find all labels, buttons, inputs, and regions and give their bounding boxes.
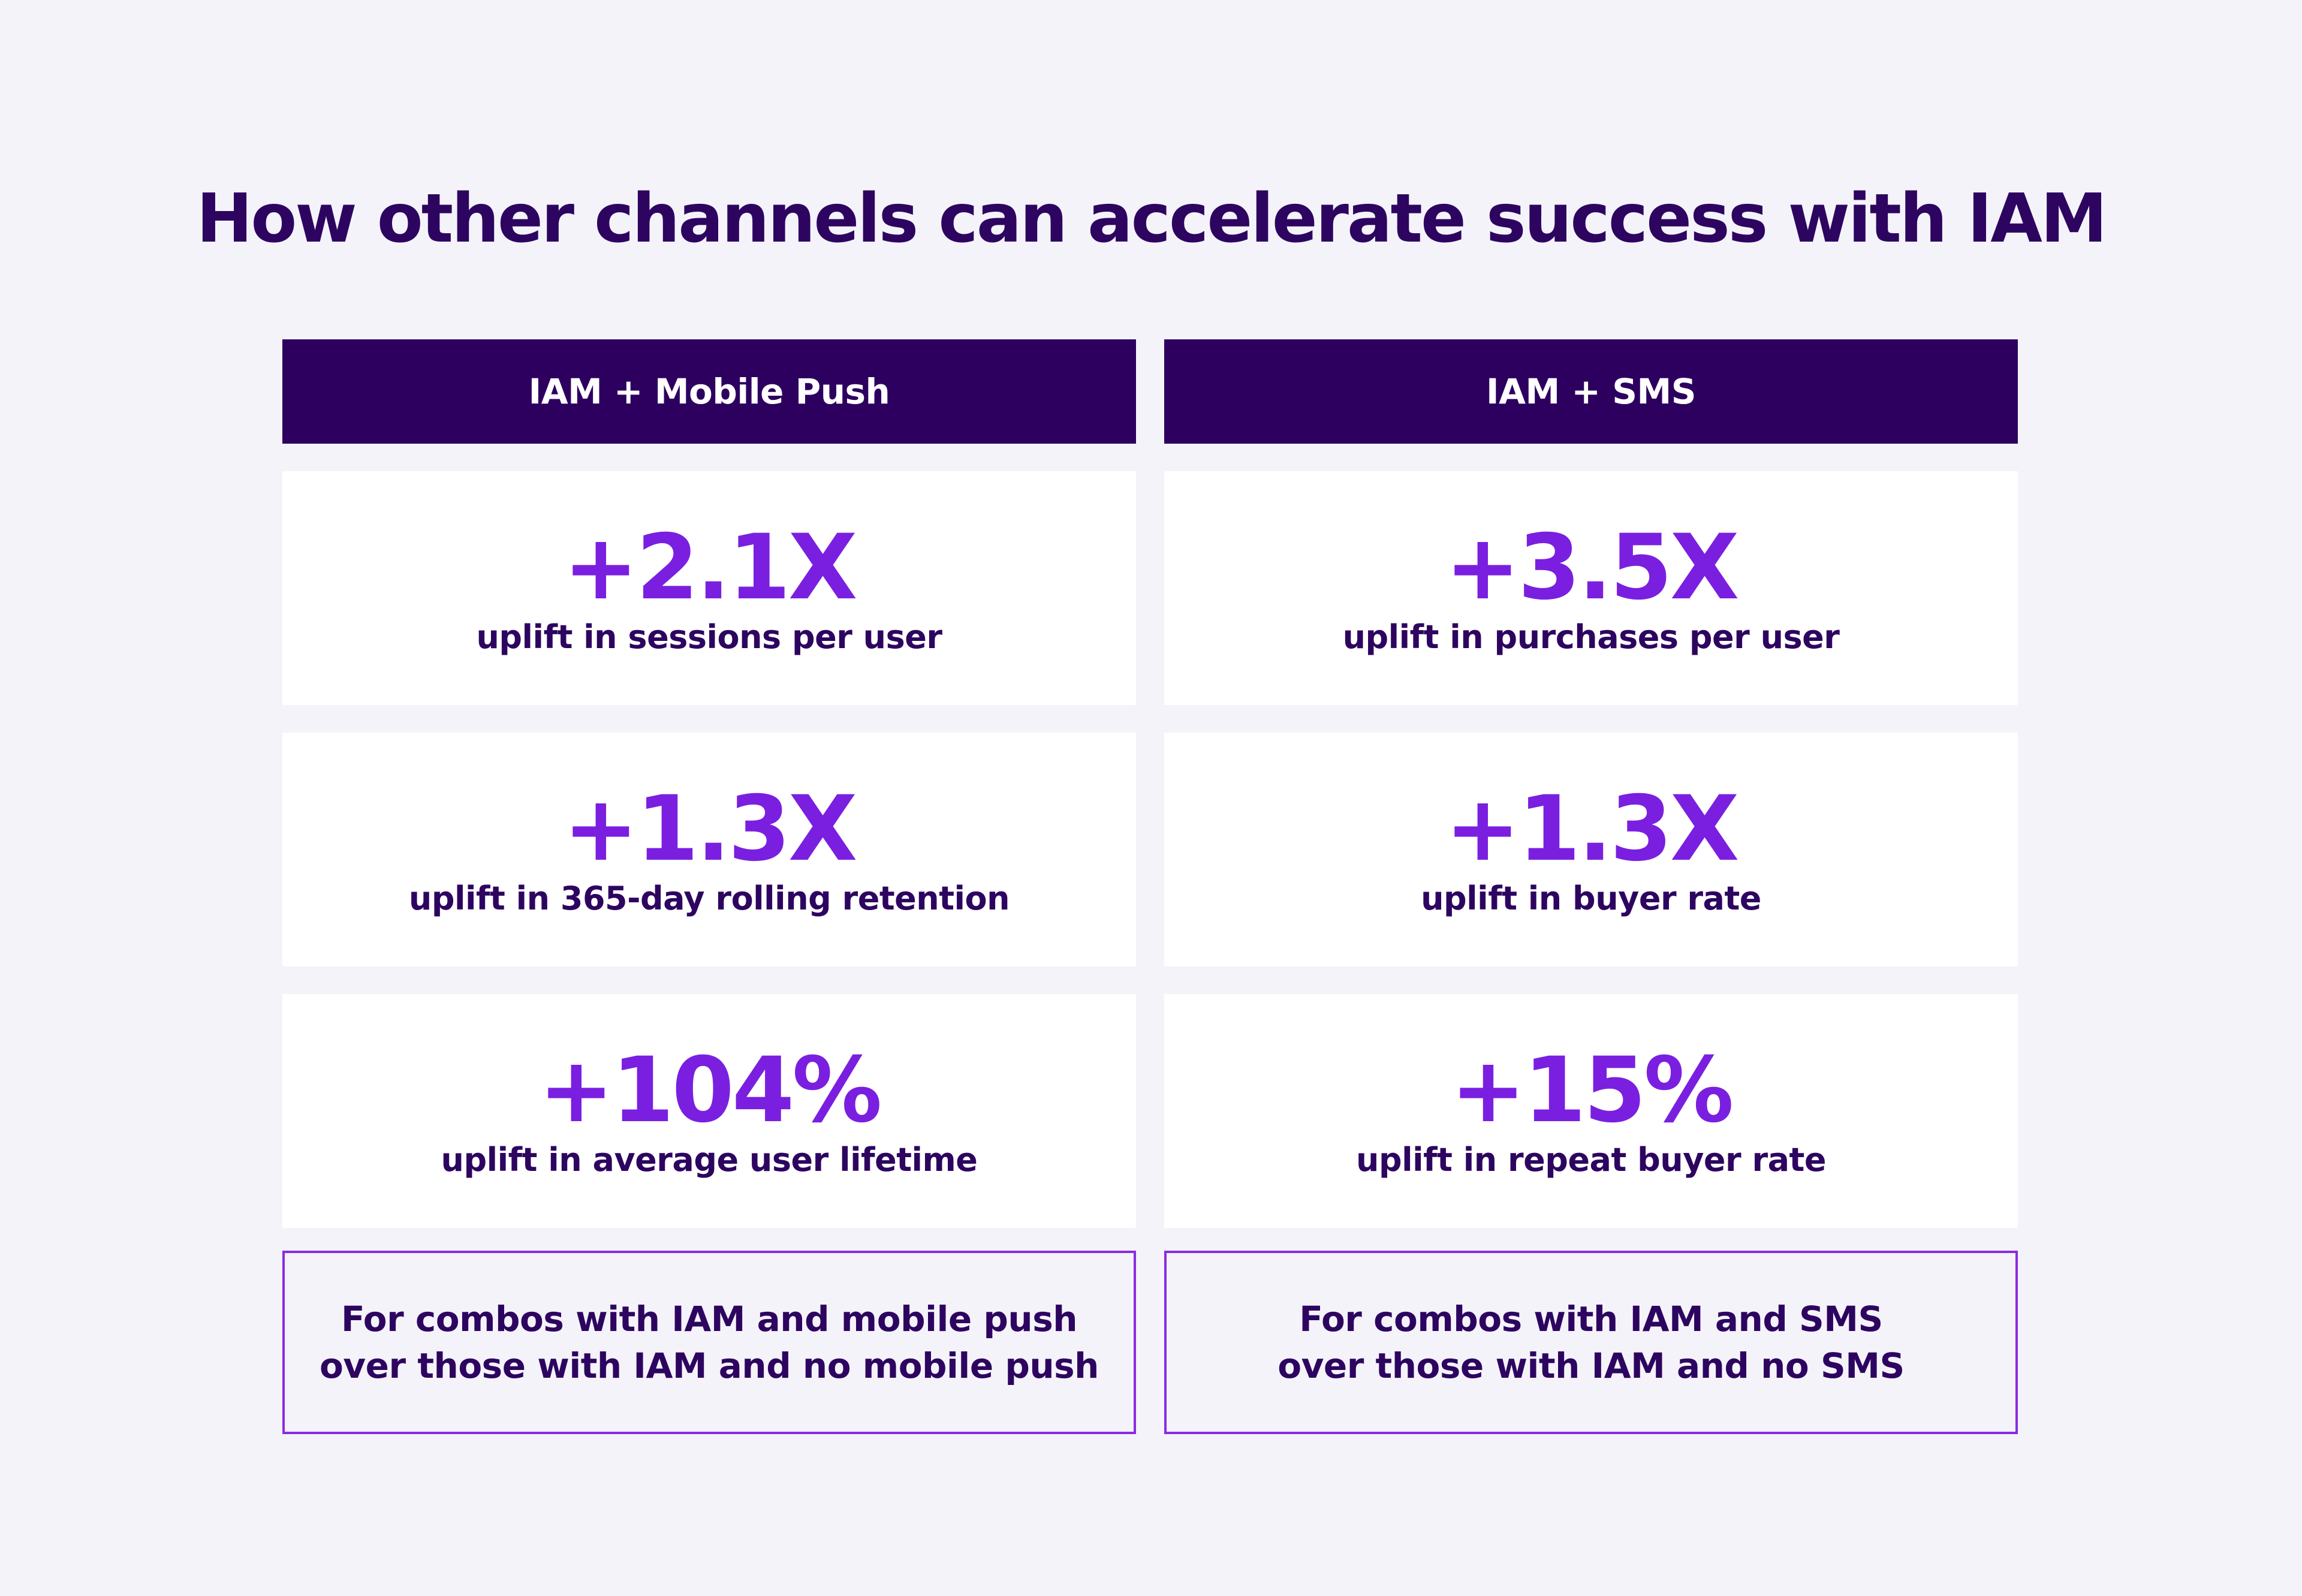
stat-value: +1.3X	[563, 781, 855, 877]
stat-card-lifetime: +104% uplift in average user lifetime	[282, 994, 1136, 1228]
stat-card-buyer-rate: +1.3X uplift in buyer rate	[1164, 733, 2018, 966]
stat-value: +3.5X	[1445, 520, 1737, 616]
stat-label: uplift in sessions per user	[476, 618, 942, 657]
stat-value: +1.3X	[1445, 781, 1737, 877]
stat-card-repeat-buyer: +15% uplift in repeat buyer rate	[1164, 994, 2018, 1228]
column-header: IAM + SMS	[1164, 339, 2018, 444]
stat-label: uplift in repeat buyer rate	[1356, 1141, 1826, 1179]
stat-value: +15%	[1451, 1043, 1732, 1139]
stat-label: uplift in buyer rate	[1421, 880, 1761, 918]
footnote-line: For combos with IAM and mobile push	[341, 1296, 1077, 1342]
stat-value: +104%	[538, 1043, 879, 1139]
footnote-line: over those with IAM and no mobile push	[320, 1342, 1099, 1389]
stat-value: +2.1X	[563, 520, 855, 616]
column-sms: IAM + SMS +3.5X uplift in purchases per …	[1164, 339, 2018, 1434]
stat-card-purchases: +3.5X uplift in purchases per user	[1164, 471, 2018, 705]
stat-card-retention: +1.3X uplift in 365-day rolling retentio…	[282, 733, 1136, 966]
column-header: IAM + Mobile Push	[282, 339, 1136, 444]
footnote-box: For combos with IAM and mobile push over…	[282, 1251, 1136, 1434]
stat-label: uplift in average user lifetime	[441, 1141, 978, 1179]
column-mobile-push: IAM + Mobile Push +2.1X uplift in sessio…	[282, 339, 1136, 1434]
stat-card-sessions: +2.1X uplift in sessions per user	[282, 471, 1136, 705]
stat-label: uplift in purchases per user	[1343, 618, 1840, 657]
footnote-line: For combos with IAM and SMS	[1299, 1296, 1883, 1342]
footnote-box: For combos with IAM and SMS over those w…	[1164, 1251, 2018, 1434]
page-title: How other channels can accelerate succes…	[0, 174, 2302, 264]
footnote-line: over those with IAM and no SMS	[1277, 1342, 1904, 1389]
stat-label: uplift in 365-day rolling retention	[409, 880, 1010, 918]
